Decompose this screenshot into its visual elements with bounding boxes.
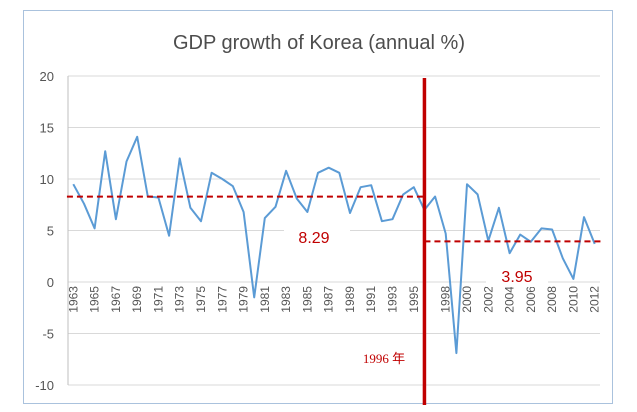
data-point (465, 183, 468, 186)
data-point (348, 211, 351, 214)
x-tick-label: 2010 (566, 286, 580, 313)
data-point (178, 157, 181, 160)
y-tick-label: 0 (47, 275, 54, 290)
y-tick-label: -10 (35, 378, 54, 393)
x-tick-label: 2006 (524, 286, 538, 313)
data-point (476, 193, 479, 196)
x-tick-label: 1995 (407, 286, 421, 313)
data-point (125, 160, 128, 163)
x-tick-label: 1979 (237, 286, 251, 313)
data-point (508, 252, 511, 255)
data-point (242, 210, 245, 213)
data-point (316, 171, 319, 174)
x-tick-label: 1965 (88, 286, 102, 313)
x-tick-label: 1973 (173, 286, 187, 313)
x-axis-ticks: 1963 1965 1967 1969 1971 1973 1975 1977 1979 1981… (66, 286, 601, 313)
x-tick-label: 2002 (481, 286, 495, 313)
x-tick-label: 1985 (300, 286, 314, 313)
data-point (497, 206, 500, 209)
y-tick-label: 20 (40, 69, 54, 84)
x-tick-label: 1989 (343, 286, 357, 313)
data-point (540, 227, 543, 230)
y-tick-label: -5 (42, 327, 54, 342)
x-tick-label: 1969 (130, 286, 144, 313)
x-tick-label: 1987 (322, 286, 336, 313)
x-tick-label: 1971 (151, 286, 165, 313)
data-point (433, 195, 436, 198)
x-tick-label: 1977 (215, 286, 229, 313)
average-label-pre-1996: 8.29 (298, 230, 329, 247)
series-line (72, 135, 596, 355)
label-background (357, 348, 417, 368)
label-background (486, 265, 548, 287)
data-point (582, 216, 585, 219)
data-point (167, 234, 170, 237)
data-point (338, 171, 341, 174)
data-point (391, 218, 394, 221)
chart-frame: GDP growth of Korea (annual %) 20 15 10 5 0 -… (23, 10, 613, 405)
data-point (231, 185, 234, 188)
data-point (221, 177, 224, 180)
x-tick-label: 2004 (503, 286, 517, 313)
data-point (359, 186, 362, 189)
x-tick-label: 1975 (194, 286, 208, 313)
data-point (444, 232, 447, 235)
x-tick-label: 1998 (439, 286, 453, 313)
data-point (412, 186, 415, 189)
data-point (455, 351, 458, 354)
data-point (189, 206, 192, 209)
data-point (253, 296, 256, 299)
data-point (370, 184, 373, 187)
data-point (551, 228, 554, 231)
data-point (104, 150, 107, 153)
y-tick-label: 15 (40, 121, 54, 136)
data-point (82, 202, 85, 205)
data-point (72, 183, 75, 186)
data-point (380, 220, 383, 223)
data-point (263, 217, 266, 220)
data-point (327, 166, 330, 169)
x-tick-label: 1993 (386, 286, 400, 313)
data-point (136, 135, 139, 138)
reference-lines: 8.29 3.95 1996 年 (66, 78, 602, 405)
x-tick-label: 2008 (545, 286, 559, 313)
average-label-post-1996: 3.95 (501, 269, 532, 286)
data-point (199, 220, 202, 223)
data-point (114, 218, 117, 221)
vertical-marker-label: 1996 年 (363, 351, 405, 366)
gdp-growth-chart: GDP growth of Korea (annual %) 20 15 10 5 0 -… (35, 32, 602, 405)
grid-lines (67, 75, 600, 386)
x-tick-label: 2000 (460, 286, 474, 313)
y-tick-label: 10 (40, 172, 54, 187)
x-tick-label: 2012 (588, 286, 602, 313)
data-point (93, 227, 96, 230)
x-tick-label: 1981 (258, 286, 272, 313)
data-point (306, 210, 309, 213)
x-tick-label: 1963 (66, 286, 80, 313)
x-tick-label: 1991 (364, 286, 378, 313)
data-point (210, 171, 213, 174)
y-tick-label: 5 (47, 224, 54, 239)
series-layer (72, 135, 596, 355)
data-point (402, 193, 405, 196)
data-point (572, 277, 575, 280)
data-point (561, 257, 564, 260)
data-point (274, 205, 277, 208)
chart-title: GDP growth of Korea (annual %) (173, 32, 465, 54)
label-background (284, 225, 350, 249)
data-point (285, 169, 288, 172)
data-point (519, 233, 522, 236)
x-tick-label: 1967 (109, 286, 123, 313)
y-axis-ticks: 20 15 10 5 0 -5 -10 (35, 69, 54, 393)
data-point (593, 242, 596, 245)
x-tick-label: 1983 (279, 286, 293, 313)
